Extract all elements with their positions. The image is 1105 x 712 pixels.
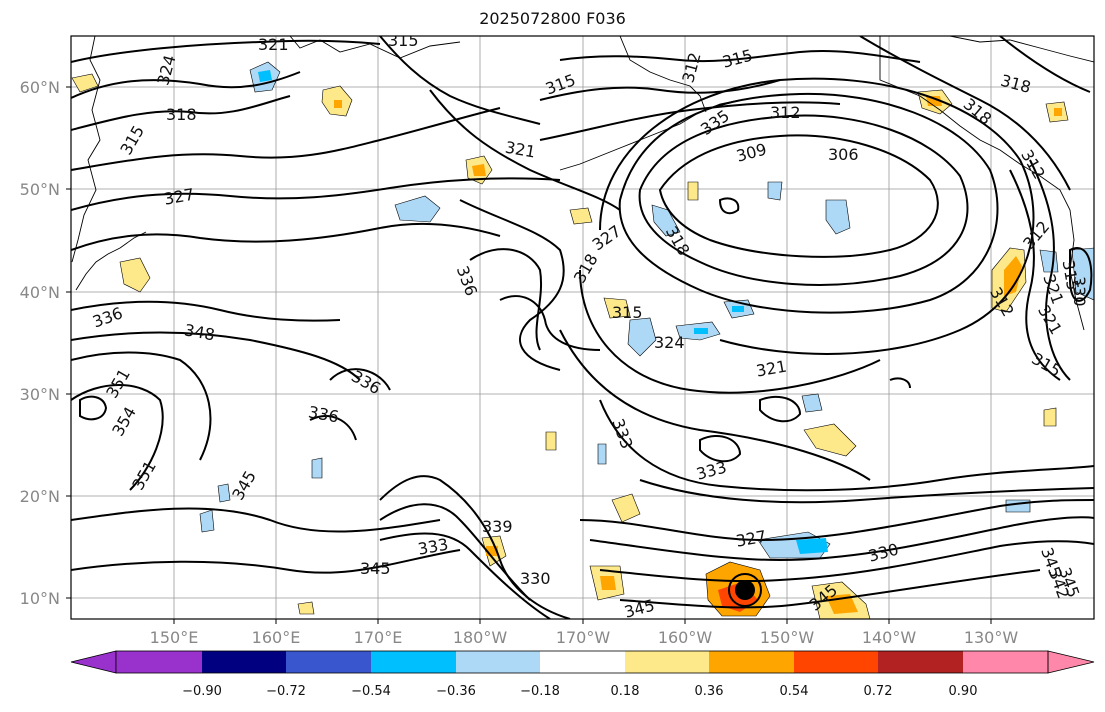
contour-label: 312 bbox=[770, 103, 801, 122]
lat-label: 10°N bbox=[20, 589, 60, 608]
contour-label: 345 bbox=[622, 596, 656, 622]
shaded-field bbox=[71, 61, 1094, 619]
lat-label: 50°N bbox=[20, 180, 60, 199]
chart-title: 2025072800 F036 bbox=[479, 9, 626, 28]
colorbar-bin bbox=[371, 651, 456, 673]
colorbar-bin bbox=[456, 651, 540, 673]
colorbar-bin bbox=[709, 651, 794, 673]
contour-lines bbox=[71, 36, 1094, 619]
contour-label: 306 bbox=[828, 145, 859, 164]
colorbar-tick-label: −0.90 bbox=[182, 684, 222, 699]
contour-label: 339 bbox=[482, 517, 513, 536]
map-background bbox=[71, 36, 1094, 619]
graticule bbox=[71, 36, 1094, 619]
colorbar-tick-label: 0.54 bbox=[780, 684, 809, 699]
colorbar-tick-label: −0.36 bbox=[436, 684, 476, 699]
colorbar-bin bbox=[625, 651, 709, 673]
colorbar-low-extend bbox=[70, 650, 117, 674]
colorbar-high-extend bbox=[1047, 650, 1095, 674]
contour-label: 318 bbox=[166, 105, 197, 124]
colorbar-bin bbox=[963, 651, 1048, 673]
contour-label: 315 bbox=[612, 303, 643, 322]
colorbar-tick-label: 0.90 bbox=[949, 684, 978, 699]
colorbar-tick-label: −0.18 bbox=[520, 684, 560, 699]
contour-label: 315 bbox=[388, 31, 419, 50]
lat-label: 20°N bbox=[20, 487, 60, 506]
lon-label: 170°W bbox=[556, 628, 611, 647]
lon-label: 140°W bbox=[862, 628, 917, 647]
lat-label: 40°N bbox=[20, 283, 60, 302]
colorbar-bin bbox=[540, 651, 625, 673]
contour-label: 330 bbox=[520, 569, 551, 588]
contour-label: 345 bbox=[360, 559, 391, 578]
colorbar: −0.90 −0.72 −0.54 −0.36 −0.18 0.18 0.36 … bbox=[70, 650, 1095, 699]
lon-label: 130°W bbox=[964, 628, 1019, 647]
colorbar-tick-label: 0.18 bbox=[611, 684, 640, 699]
colorbar-bin bbox=[794, 651, 878, 673]
colorbar-tick-label: −0.72 bbox=[266, 684, 306, 699]
colorbar-bin bbox=[116, 651, 202, 673]
lon-label: 160°E bbox=[252, 628, 301, 647]
contour-label: 321 bbox=[258, 35, 289, 54]
storm-center-marker bbox=[735, 580, 755, 600]
contour-label: 324 bbox=[654, 333, 685, 352]
lat-label: 60°N bbox=[20, 78, 60, 97]
lon-label: 150°W bbox=[760, 628, 815, 647]
lon-label: 160°W bbox=[658, 628, 713, 647]
colorbar-bin bbox=[878, 651, 963, 673]
colorbar-bin bbox=[286, 651, 371, 673]
lon-label: 150°E bbox=[150, 628, 199, 647]
lon-label: 170°E bbox=[354, 628, 403, 647]
colorbar-tick-label: 0.72 bbox=[864, 684, 893, 699]
contour-label: 330 bbox=[1070, 276, 1089, 307]
latitude-axis: 60°N 50°N 40°N 30°N 20°N 10°N bbox=[20, 78, 71, 608]
colorbar-tick-label: 0.36 bbox=[695, 684, 724, 699]
coastlines bbox=[71, 36, 1094, 331]
colorbar-bin bbox=[202, 651, 286, 673]
colorbar-tick-label: −0.54 bbox=[351, 684, 391, 699]
longitude-axis: 150°E 160°E 170°E 180°W 170°W 160°W 150°… bbox=[150, 619, 1019, 647]
lon-label: 180°W bbox=[453, 628, 508, 647]
lat-label: 30°N bbox=[20, 385, 60, 404]
